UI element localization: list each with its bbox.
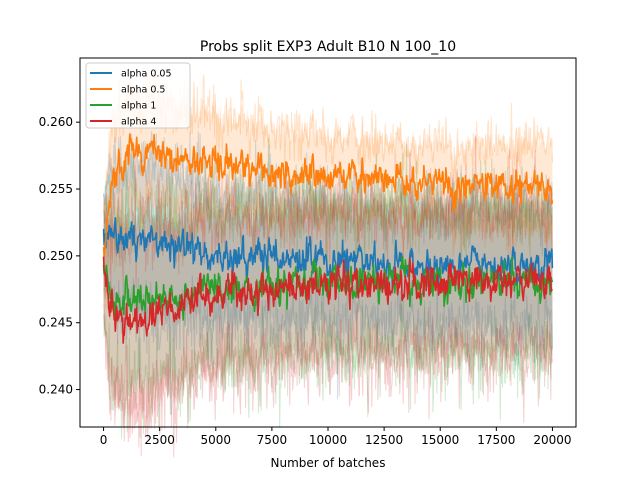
- y-axis: 0.240 0.245 0.250 0.255 0.260: [39, 115, 80, 397]
- y-tick-label: 0.260: [39, 115, 73, 129]
- y-tick-label: 0.250: [39, 249, 73, 263]
- x-tick-label: 10000: [309, 433, 347, 447]
- legend-label-alpha-0-5: alpha 0.5: [121, 85, 165, 96]
- band-lower-edge-alpha-4: [103, 302, 553, 458]
- legend-box: [85, 62, 191, 129]
- x-tick-label: 0: [100, 433, 108, 447]
- legend-label-alpha-0-05: alpha 0.05: [121, 69, 172, 80]
- x-tick-label: 17500: [477, 433, 515, 447]
- legend-label-alpha-1: alpha 1: [121, 101, 156, 112]
- band-lower-edge-alpha-0-5: [103, 160, 553, 309]
- band-upper-edge-alpha-1: [103, 138, 553, 277]
- y-tick-label: 0.240: [39, 383, 73, 397]
- x-tick-label: 12500: [365, 433, 403, 447]
- y-tick-label: 0.245: [39, 316, 73, 330]
- legend: alpha 0.05 alpha 0.5 alpha 1 alpha 4: [85, 62, 191, 129]
- y-tick-label: 0.255: [39, 182, 73, 196]
- x-tick-label: 15000: [421, 433, 459, 447]
- x-tick-label: 2500: [144, 433, 175, 447]
- x-axis: 0 2500 5000 7500 10000 12500 15000 17500 20000: [100, 427, 572, 447]
- series-lines: [102, 133, 554, 344]
- x-axis-title: Number of batches: [271, 456, 386, 470]
- series-line-alpha-4: [102, 256, 553, 344]
- chart-title: Probs split EXP3 Adult B10 N 100_10: [200, 39, 456, 55]
- band-lower-edge-alpha-1: [103, 290, 553, 439]
- band-alpha-0-5: [103, 77, 553, 299]
- legend-label-alpha-4: alpha 4: [121, 117, 156, 128]
- variability-bands: [103, 64, 553, 458]
- x-tick-label: 7500: [257, 433, 288, 447]
- x-tick-label: 20000: [533, 433, 571, 447]
- band-alpha-4: [103, 184, 553, 433]
- x-tick-label: 5000: [201, 433, 232, 447]
- series-line-alpha-0-5: [102, 133, 554, 258]
- series-line-alpha-0-05: [102, 217, 554, 289]
